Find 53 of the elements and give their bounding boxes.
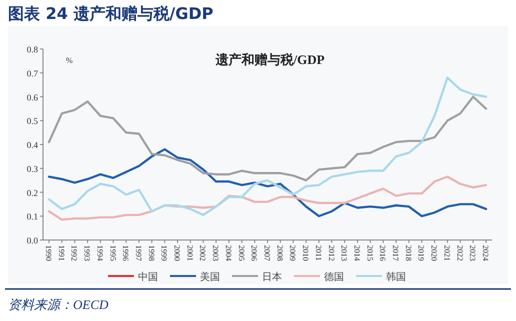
y-tick-label: 0.8 [26, 44, 38, 54]
x-tick-label: 2003 [211, 245, 220, 261]
x-tick-label: 1993 [82, 245, 92, 261]
legend-label: 中国 [138, 271, 158, 283]
x-tick-label: 2008 [275, 245, 284, 261]
x-tick-label: 1990 [44, 245, 53, 261]
x-tick-label: 2001 [185, 245, 194, 261]
y-tick-label: 0.2 [26, 188, 38, 198]
legend-label: 日本 [262, 271, 282, 283]
y-tick-label: 0.3 [26, 164, 38, 174]
y-tick-label: 0.1 [26, 212, 38, 222]
x-tick-label: 2024 [481, 245, 490, 261]
x-tick-label: 2021 [442, 245, 452, 261]
x-tick-label: 1997 [134, 245, 143, 261]
x-tick-label: 2010 [301, 245, 310, 261]
x-tick-label: 2020 [430, 245, 439, 261]
x-tick-label: 2015 [365, 245, 374, 261]
x-tick-label: 2006 [250, 245, 259, 261]
x-tick-label: 2014 [352, 245, 362, 261]
text: 资料来源：OECD [8, 297, 109, 312]
x-tick-label: 2023 [468, 245, 478, 261]
y-tick-label: 0.7 [26, 68, 38, 78]
legend-label: 美国 [200, 271, 220, 283]
x-tick-label: 2017 [391, 245, 400, 261]
chart-subtitle: 遗产和赠与税/GDP [214, 52, 325, 67]
y-tick-label: 0.6 [26, 92, 38, 102]
y-axis-title: % [66, 56, 73, 65]
x-tick-label: 1994 [95, 245, 104, 261]
x-tick-label: 2022 [455, 245, 464, 261]
x-tick-label: 1992 [70, 245, 79, 261]
x-tick-label: 1995 [108, 245, 118, 261]
x-tick-label: 2016 [378, 245, 388, 261]
x-tick-label: 2019 [416, 245, 426, 261]
y-tick-label: 0.0 [26, 236, 38, 246]
x-tick-label: 2000 [172, 245, 182, 261]
x-tick-label: 2005 [236, 245, 246, 261]
x-tick-label: 2013 [340, 245, 349, 261]
x-tick-label: 1998 [146, 245, 156, 261]
legend-label: 韩国 [386, 271, 406, 283]
legend-label: 德国 [324, 272, 344, 283]
x-tick-label: 2004 [224, 245, 233, 261]
x-tick-label: 2018 [404, 245, 413, 261]
x-tick-label: 2011 [314, 245, 323, 261]
x-tick-label: 1999 [160, 245, 169, 261]
y-tick-label: 0.4 [26, 140, 38, 150]
x-tick-label: 1996 [121, 245, 130, 261]
x-tick-label: 1991 [56, 245, 66, 261]
x-tick-label: 2012 [326, 245, 336, 261]
x-tick-label: 2002 [198, 245, 208, 261]
x-tick-label: 2009 [288, 245, 298, 261]
chart-title: 图表 24 遗产和赠与税/GDP [8, 4, 214, 23]
x-tick-label: 2007 [262, 245, 272, 261]
y-tick-label: 0.5 [26, 116, 38, 126]
